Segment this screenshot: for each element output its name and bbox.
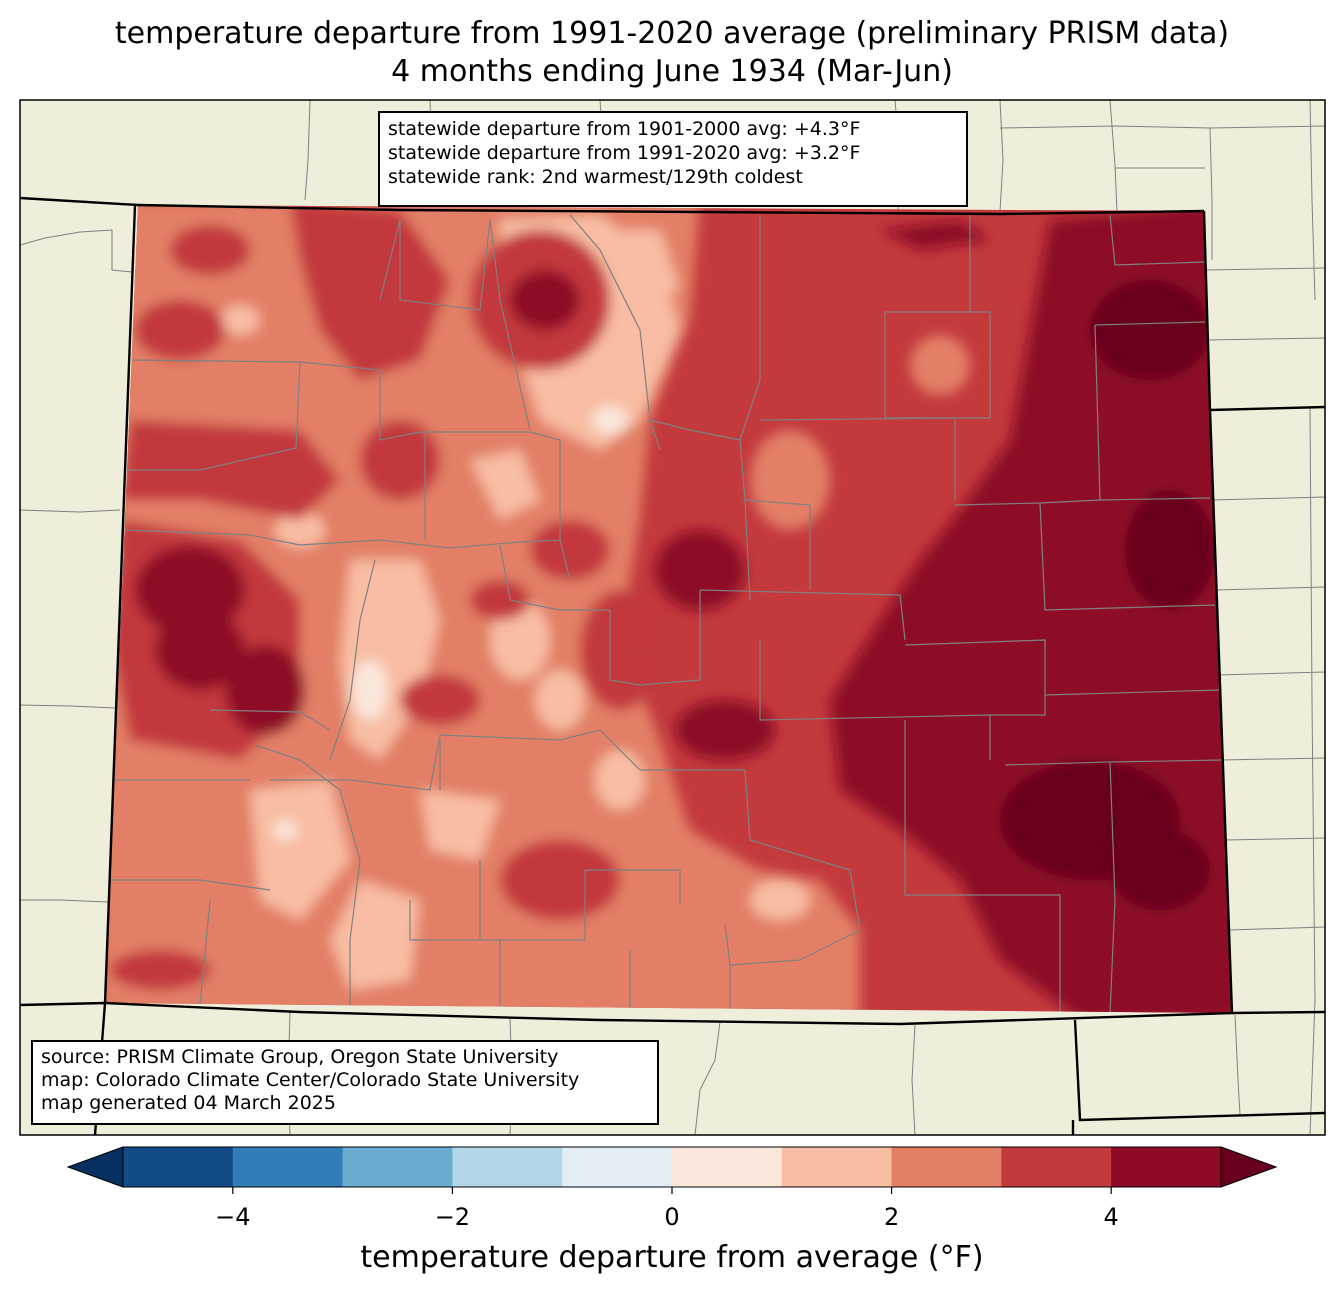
- credits-box: source: PRISM Climate Group, Oregon Stat…: [31, 1040, 659, 1125]
- colorbar-under-arrow: [66, 1146, 124, 1188]
- temperature-field: [105, 205, 1232, 1013]
- colorbar-bin: [1111, 1147, 1222, 1187]
- stats-line-3: statewide rank: 2nd warmest/129th coldes…: [388, 166, 803, 188]
- colorbar-bin: [562, 1147, 673, 1187]
- colorbar-tick-label: 4: [1103, 1203, 1119, 1231]
- colorbar-bin: [232, 1147, 344, 1187]
- colorbar-bin: [123, 1147, 234, 1187]
- colorbar-bin: [891, 1147, 1002, 1187]
- colorbar-bin: [781, 1147, 893, 1187]
- map-title-line1: temperature departure from 1991-2020 ave…: [114, 16, 1230, 51]
- colorbar: [66, 1146, 1278, 1194]
- colorbar-tick-label: 0: [664, 1203, 680, 1231]
- colorbar-over-arrow: [1220, 1146, 1278, 1188]
- credits-line-2: map: Colorado Climate Center/Colorado St…: [41, 1069, 580, 1091]
- statewide-stats-box: statewide departure from 1901-2000 avg: …: [378, 111, 968, 207]
- colorbar-label: temperature departure from average (°F): [360, 1240, 984, 1275]
- stats-line-2: statewide departure from 1991-2020 avg: …: [388, 142, 861, 164]
- map-title-line2: 4 months ending June 1934 (Mar-Jun): [391, 54, 953, 89]
- colorbar-tick-label: −4: [215, 1203, 251, 1231]
- colorbar-tick-label: −2: [434, 1203, 471, 1231]
- colorbar-tick-label: 2: [883, 1203, 900, 1231]
- colorbar-bin: [1001, 1147, 1112, 1187]
- map-frame: [19, 99, 1326, 1136]
- credits-line-3: map generated 04 March 2025: [41, 1092, 336, 1114]
- stats-line-1: statewide departure from 1901-2000 avg: …: [388, 118, 861, 140]
- colorado-county-lines: [110, 214, 1226, 1013]
- colorbar-bin: [672, 1147, 783, 1187]
- colorbar-bin: [342, 1147, 453, 1187]
- credits-line-1: source: PRISM Climate Group, Oregon Stat…: [41, 1046, 559, 1068]
- colorbar-bin: [452, 1147, 563, 1187]
